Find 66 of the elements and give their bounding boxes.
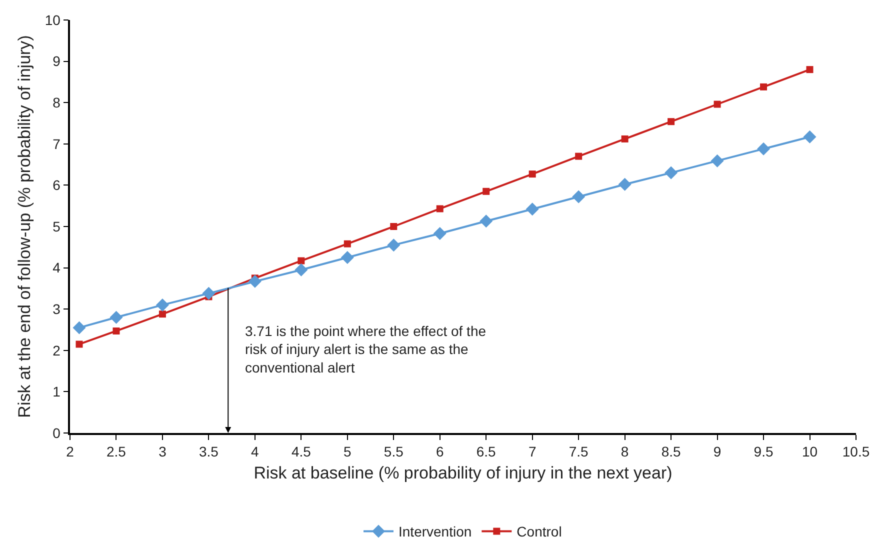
x-tick-label: 3: [158, 444, 167, 460]
point: [664, 166, 678, 180]
point: [803, 130, 816, 144]
y-tick-label: 9: [52, 53, 61, 70]
x-tick-label: 6.5: [476, 444, 496, 460]
point: [248, 274, 262, 288]
y-tick-label: 6: [52, 177, 61, 194]
y-tick-label: 3: [52, 301, 61, 317]
legend-label: Control: [516, 524, 562, 540]
point: [621, 135, 628, 142]
point: [575, 152, 582, 160]
x-tick-label: 5.5: [384, 444, 404, 460]
y-tick-label: 7: [52, 136, 61, 152]
y-tick-label: 5: [52, 218, 61, 234]
y-tick-label: 2: [52, 342, 61, 358]
point: [572, 190, 586, 204]
x-tick-label: 6: [436, 444, 444, 460]
point: [298, 257, 305, 264]
point: [526, 202, 539, 216]
point: [668, 118, 675, 126]
y-tick-label: 0: [52, 424, 61, 441]
point: [72, 321, 86, 334]
y-tick-label: 4: [52, 260, 61, 276]
point: [112, 327, 120, 334]
point: [202, 286, 216, 300]
point: [390, 223, 398, 230]
x-tick-label: 2.5: [106, 444, 126, 460]
point: [156, 298, 169, 312]
point: [158, 310, 166, 318]
x-tick-label: 7: [528, 444, 536, 460]
x-tick-label: 5: [344, 444, 352, 460]
x-tick-label: 8.5: [661, 444, 681, 460]
point: [482, 188, 490, 195]
x-tick-label: 8: [620, 444, 629, 460]
y-axis-title: Risk at the end of follow-up (% probability of injury): [14, 35, 34, 418]
y-tick-label: 1: [52, 384, 61, 400]
x-tick-label: 9: [713, 444, 722, 460]
legend-label: Intervention: [398, 524, 472, 540]
x-tick-label: 9.5: [754, 444, 774, 460]
point: [757, 142, 770, 156]
x-tick-label: 4.5: [291, 444, 312, 460]
x-tick-label: 3.5: [198, 444, 219, 460]
point: [480, 214, 493, 228]
point: [433, 227, 446, 240]
point: [344, 240, 351, 248]
point: [436, 205, 444, 212]
point: [760, 83, 768, 90]
point: [294, 263, 308, 276]
point: [806, 66, 814, 74]
x-tick-label: 2: [66, 444, 74, 460]
point: [340, 250, 354, 264]
x-axis-title: Risk at baseline (% probability of injury in the next year): [254, 463, 672, 482]
point: [618, 178, 632, 191]
y-tick-label: 10: [44, 12, 61, 28]
point: [110, 310, 123, 324]
x-tick-label: 4: [251, 444, 260, 460]
point: [714, 100, 721, 108]
x-tick-label: 7.5: [568, 444, 589, 460]
x-tick-label: 10: [802, 444, 818, 460]
x-tick-label: 10.5: [842, 444, 870, 460]
point: [76, 340, 83, 348]
point: [528, 170, 536, 178]
y-tick-label: 8: [52, 94, 61, 110]
point: [387, 238, 400, 252]
point: [710, 154, 724, 168]
annotation: 3.71 is the point where the effect of the risk of injury alert is the same as the conventional alert: [245, 323, 486, 376]
